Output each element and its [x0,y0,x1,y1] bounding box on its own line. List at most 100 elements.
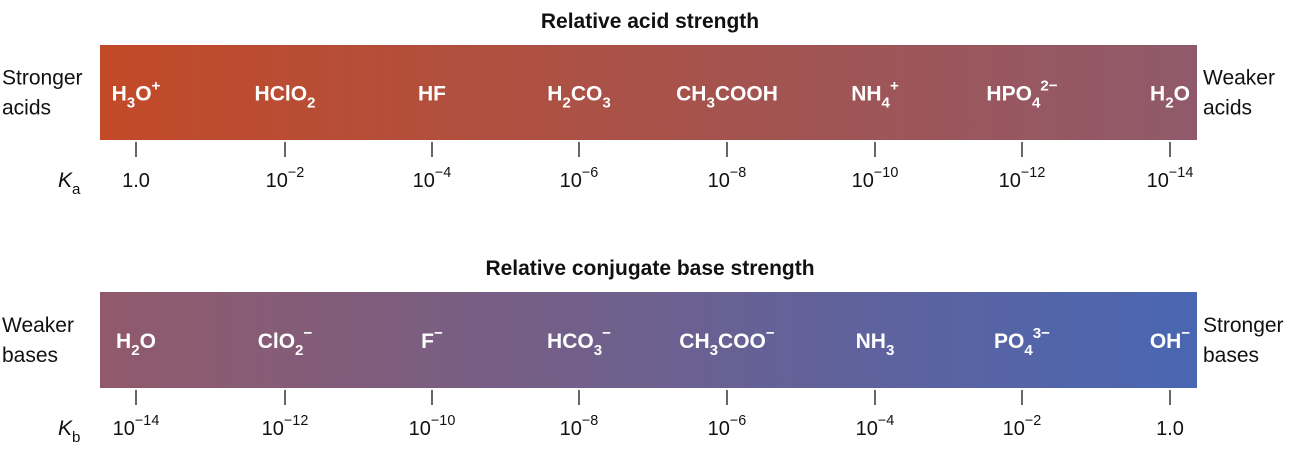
text-part: + [890,78,899,95]
text-part: 3 [706,95,714,112]
species-label: ClO2− [258,325,313,359]
text-part: 10 [560,418,582,440]
section-title: Relative acid strength [541,10,759,33]
text-part: O [140,330,156,353]
text-part: 3 [710,342,718,359]
tick-label: 10−6 [708,413,747,440]
text-part: −14 [1169,165,1193,181]
text-part: 10 [266,170,288,192]
text-part: b [72,429,80,446]
text-part: H [116,330,131,353]
text-part: 10 [999,170,1021,192]
text-part: 3 [602,95,610,112]
text-part: 2 [295,342,303,359]
text-part: 3 [127,95,135,112]
species-label: PO43− [994,325,1050,359]
tick-label: 1.0 [1156,418,1184,440]
species-label: CH3COO− [679,325,775,359]
text-part: H [1150,83,1165,106]
text-part: − [303,325,312,342]
species-label: HCO3− [547,325,611,359]
side-label: acids [2,97,51,120]
species-label: F− [421,325,443,353]
text-part: 10 [1003,418,1025,440]
text-part: 4 [1024,342,1033,359]
text-part: 10 [852,170,874,192]
text-part: HClO [255,83,308,106]
text-part: −2 [1025,413,1041,429]
text-part: 10 [262,418,284,440]
text-part: −2 [288,165,304,181]
acid-bar [100,45,1197,140]
tick-label: 10−14 [1147,165,1194,192]
text-part: −8 [730,165,746,181]
section-title: Relative conjugate base strength [485,257,814,280]
tick-label: 10−14 [113,413,160,440]
text-part: F [421,330,434,353]
text-part: K [58,169,73,192]
text-part: HCO [547,330,594,353]
species-label: NH4+ [851,78,899,112]
text-part: O [1174,83,1190,106]
text-part: CO [571,83,603,106]
text-part: HPO [986,83,1032,106]
text-part: 2− [1040,78,1057,95]
species-label: HClO2 [255,83,316,112]
text-part: 10 [113,418,135,440]
text-part: NH [856,330,886,353]
text-part: HF [418,83,446,106]
text-part: 10 [560,170,582,192]
text-part: −4 [878,413,894,429]
text-part: 10 [708,418,730,440]
text-part: 10 [708,170,730,192]
species-label: H2O [116,330,156,359]
side-label: bases [1203,344,1259,367]
text-part: 3 [594,342,602,359]
text-part: COO [718,330,766,353]
text-part: CH [676,83,706,106]
base-bar [100,292,1197,388]
text-part: −6 [582,165,598,181]
text-part: −6 [730,413,746,429]
text-part: 4 [1032,95,1041,112]
text-part: PO [994,330,1024,353]
side-label: acids [1203,97,1252,120]
species-label: HF [418,83,446,106]
side-label: Weaker [1203,67,1275,90]
tick-label: 10−2 [266,165,305,192]
tick-label: 10−12 [999,165,1046,192]
tick-label: 10−6 [560,165,599,192]
text-part: CH [679,330,709,353]
tick-label: 10−4 [413,165,452,192]
species-label: H3O+ [112,78,161,112]
text-part: 3 [886,342,894,359]
text-part: −10 [874,165,898,181]
text-part: ClO [258,330,295,353]
text-part: NH [851,83,881,106]
species-label: HPO42− [986,78,1057,112]
text-part: 4 [882,95,891,112]
text-part: − [1181,325,1190,342]
tick-label: 10−2 [1003,413,1042,440]
tick-label: 10−8 [708,165,747,192]
text-part: 2 [1165,95,1173,112]
text-part: 10 [1147,170,1169,192]
text-part: − [434,325,443,342]
tick-label: 1.0 [122,170,150,192]
text-part: + [152,78,161,95]
side-label: Weaker [2,314,74,337]
text-part: COOH [715,83,778,106]
text-part: −12 [284,413,308,429]
text-part: 10 [413,170,435,192]
text-part: 2 [131,342,139,359]
tick-label: 10−10 [409,413,456,440]
text-part: H [547,83,562,106]
tick-label: 10−4 [856,413,895,440]
constant-label: Kb [58,417,80,446]
text-part: 1.0 [1156,418,1184,440]
species-label: H2O [1150,83,1190,112]
text-part: a [72,181,81,198]
text-part: −12 [1021,165,1045,181]
side-label: Stronger [2,67,83,90]
